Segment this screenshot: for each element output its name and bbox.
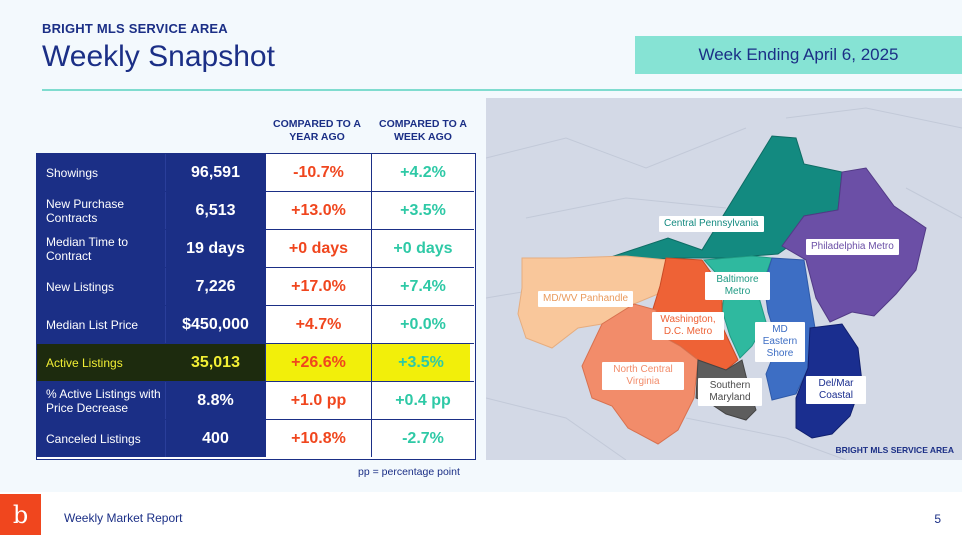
row-label: Canceled Listings — [37, 420, 165, 457]
row-divider — [37, 419, 474, 420]
map-label-baltimore-metro: Baltimore Metro — [705, 272, 770, 300]
row-label: New Listings — [37, 268, 165, 305]
map-caption: BRIGHT MLS SERVICE AREA — [835, 445, 954, 455]
map-label-delmar-coastal: Del/Mar Coastal — [806, 376, 866, 404]
row-value: 8.8% — [165, 382, 265, 419]
row-divider — [37, 229, 474, 230]
row-divider — [37, 191, 474, 192]
bright-mls-logo: b — [0, 494, 41, 535]
map-label-md-wv-panhandle: MD/WV Panhandle — [538, 291, 634, 307]
table-row-new-listings: New Listings 7,226 +17.0% +7.4% — [37, 268, 474, 306]
map-label-southern-maryland: Southern Maryland — [698, 378, 762, 406]
eyebrow-label: BRIGHT MLS SERVICE AREA — [42, 21, 228, 36]
row-year-change: +1.0 pp — [265, 382, 371, 419]
row-year-change: +26.6% — [265, 344, 371, 381]
footer-bar — [0, 492, 962, 535]
row-label: % Active Listings with Price Decrease — [37, 382, 165, 419]
table-row-new-purchase-contracts: New Purchase Contracts 6,513 +13.0% +3.5… — [37, 192, 474, 230]
row-week-change: +0.0% — [371, 306, 474, 343]
table-row-median-list-price: Median List Price $450,000 +4.7% +0.0% — [37, 306, 474, 344]
background-county-lines — [486, 107, 962, 460]
footer-report-name: Weekly Market Report — [64, 511, 183, 525]
snapshot-table: Showings 96,591 -10.7% +4.2% New Purchas… — [36, 153, 476, 460]
row-week-change: +3.5% — [371, 192, 474, 229]
map-label-north-central-virginia: North Central Virginia — [602, 362, 684, 390]
row-label: Showings — [37, 154, 165, 191]
column-header-week-ago: COMPARED TO A WEEK AGO — [373, 118, 473, 144]
row-week-change: +0.4 pp — [371, 382, 474, 419]
logo-letter: b — [12, 500, 29, 529]
row-year-change: +4.7% — [265, 306, 371, 343]
row-value: 19 days — [165, 230, 265, 267]
row-value: 35,013 — [165, 344, 265, 381]
row-label: Active Listings — [37, 344, 165, 381]
map-label-central-pennsylvania: Central Pennsylvania — [659, 216, 764, 232]
row-year-change: +13.0% — [265, 192, 371, 229]
title-divider — [42, 89, 962, 91]
table-row-price-decrease: % Active Listings with Price Decrease 8.… — [37, 382, 474, 420]
row-value: $450,000 — [165, 306, 265, 343]
week-ending-badge: Week Ending April 6, 2025 — [635, 36, 962, 74]
row-year-change: +0 days — [265, 230, 371, 267]
column-header-week-ago-text: COMPARED TO A WEEK AGO — [379, 118, 467, 143]
table-row-active-listings: Active Listings 35,013 +26.6% +3.5% — [37, 344, 474, 382]
row-week-change: +4.2% — [371, 154, 474, 191]
row-year-change: +10.8% — [265, 420, 371, 457]
column-header-year-ago-text: COMPARED TO A YEAR AGO — [273, 118, 361, 143]
row-divider — [37, 381, 474, 382]
map-label-md-eastern-shore: MD Eastern Shore — [755, 322, 805, 362]
row-week-change: +3.5% — [371, 344, 470, 381]
page-title: Weekly Snapshot — [42, 40, 275, 73]
row-year-change: +17.0% — [265, 268, 371, 305]
service-area-map: Central Pennsylvania Philadelphia Metro … — [486, 98, 962, 460]
pp-footnote: pp = percentage point — [358, 466, 460, 478]
table-row-showings: Showings 96,591 -10.7% +4.2% — [37, 154, 474, 192]
row-value: 96,591 — [165, 154, 265, 191]
row-value: 6,513 — [165, 192, 265, 229]
row-label: Median List Price — [37, 306, 165, 343]
row-divider — [37, 305, 474, 306]
row-value: 400 — [165, 420, 265, 457]
row-week-change: +7.4% — [371, 268, 474, 305]
row-value: 7,226 — [165, 268, 265, 305]
map-label-washington-dc-metro: Washington, D.C. Metro — [652, 312, 724, 340]
page-number: 5 — [934, 512, 941, 526]
map-label-philadelphia-metro: Philadelphia Metro — [806, 239, 899, 255]
table-row-median-time-to-contract: Median Time to Contract 19 days +0 days … — [37, 230, 474, 268]
row-divider — [37, 267, 474, 268]
row-week-change: +0 days — [371, 230, 474, 267]
row-label: New Purchase Contracts — [37, 192, 165, 229]
row-divider — [37, 343, 474, 344]
table-row-canceled-listings: Canceled Listings 400 +10.8% -2.7% — [37, 420, 474, 458]
row-year-change: -10.7% — [265, 154, 371, 191]
row-label: Median Time to Contract — [37, 230, 165, 267]
row-week-change: -2.7% — [371, 420, 474, 457]
column-header-year-ago: COMPARED TO A YEAR AGO — [267, 118, 367, 144]
